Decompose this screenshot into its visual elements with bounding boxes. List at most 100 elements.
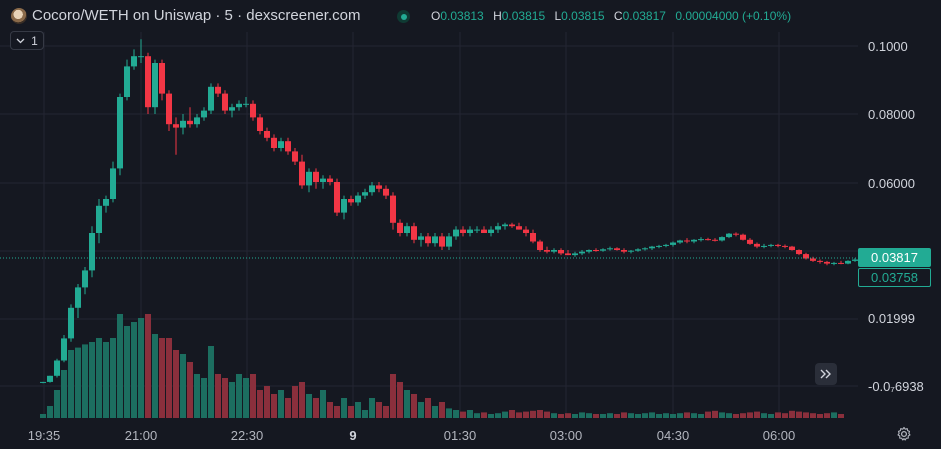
volume-bar — [250, 374, 256, 418]
double-chevron-right-icon — [820, 369, 831, 379]
gear-icon[interactable] — [896, 426, 912, 442]
candle-body — [47, 375, 53, 382]
indicator-count: 1 — [31, 33, 38, 48]
volume-bar — [418, 402, 424, 418]
time-axis-label: 04:30 — [657, 428, 690, 443]
candle-body — [89, 233, 95, 271]
candle-body — [775, 244, 781, 246]
volume-bar — [222, 378, 228, 418]
candle-body — [138, 56, 144, 58]
volume-bar — [376, 402, 382, 418]
candle-body — [117, 97, 123, 169]
volume-bar — [257, 390, 263, 418]
candle-body — [397, 222, 403, 233]
volume-bar — [775, 412, 781, 418]
volume-bar — [740, 413, 746, 418]
candle-body — [292, 151, 298, 162]
candle-body — [299, 161, 305, 186]
volume-bar — [61, 370, 67, 418]
time-axis: 19:35 21:00 22:30 9 01:30 03:00 04:30 06:00 — [28, 428, 796, 443]
candle-body — [789, 246, 795, 250]
collapse-indicators-button[interactable]: 1 — [10, 31, 44, 50]
volume-bar — [75, 347, 81, 418]
candle-body — [831, 262, 837, 264]
volume-bar — [586, 413, 592, 418]
volume-bar — [635, 414, 641, 418]
time-axis-label: 01:30 — [444, 428, 477, 443]
volume-bar — [306, 394, 312, 418]
volume-bar — [523, 411, 529, 418]
price-axis-label: 0.08000 — [868, 107, 915, 122]
volume-bar — [460, 411, 466, 418]
ohlc-change: 0.00004000 (+0.10%) — [675, 9, 792, 23]
volume-bar — [54, 390, 60, 418]
candle-body — [747, 239, 753, 244]
volume-bar — [362, 410, 368, 418]
candle-body — [495, 226, 501, 230]
candle-body — [670, 242, 676, 245]
volume-bar — [264, 386, 270, 418]
price-axis-label: -0.0₇6938 — [868, 379, 924, 394]
candle-body — [285, 141, 291, 152]
volume-bar — [628, 413, 634, 418]
volume-bar — [712, 410, 718, 418]
volume-bar — [229, 382, 235, 418]
volume-bar — [600, 414, 606, 418]
candle-body — [453, 229, 459, 237]
volume-bar — [96, 338, 102, 418]
candle-body — [264, 131, 270, 138]
candle-body — [180, 120, 186, 128]
candle-body — [243, 103, 249, 105]
candle-body — [698, 239, 704, 241]
candle-body — [96, 205, 102, 233]
time-axis-label: 22:30 — [231, 428, 264, 443]
ohlc-open-value: 0.03813 — [440, 9, 484, 23]
last-price-tag: 0.03817 — [858, 248, 931, 267]
scroll-to-realtime-button[interactable] — [815, 363, 837, 385]
volume-bar — [124, 326, 130, 418]
candle-body — [530, 233, 536, 242]
candle-body — [621, 250, 627, 252]
volume-bar — [201, 378, 207, 418]
volume-bar — [670, 414, 676, 418]
volume-bar — [390, 374, 396, 418]
volume-bar — [824, 413, 830, 418]
candle-body — [348, 199, 354, 203]
volume-bar — [278, 390, 284, 418]
volume-bar — [208, 346, 214, 418]
volume-bar — [131, 322, 137, 418]
candle-body — [754, 243, 760, 247]
candle-body — [376, 185, 382, 189]
candle-body — [40, 381, 46, 383]
candle-body — [131, 56, 137, 67]
volume-bar — [516, 412, 522, 418]
candle-body — [628, 250, 634, 252]
volume-bar — [82, 344, 88, 418]
candle-body — [390, 195, 396, 223]
candle-body — [75, 287, 81, 308]
volume-bar — [334, 406, 340, 418]
candle-body — [362, 192, 368, 196]
candle-body — [600, 249, 606, 251]
volume-bar — [215, 374, 221, 418]
time-axis-label: 03:00 — [550, 428, 583, 443]
volume-bar — [817, 414, 823, 418]
candle-body — [110, 168, 116, 199]
candle-body — [691, 239, 697, 242]
candle-body — [257, 117, 263, 131]
candle-body — [852, 259, 858, 261]
candle-body — [404, 226, 410, 233]
volume-bar — [698, 414, 704, 418]
candle-body — [726, 233, 732, 238]
volume-bar — [117, 314, 123, 418]
candle-body — [320, 178, 326, 182]
candle-body — [845, 260, 851, 264]
volume-bar — [327, 402, 333, 418]
candle-body — [642, 248, 648, 250]
candle-body — [446, 236, 452, 247]
chart-header: Cocoro/WETH on Uniswap · 5 · dexscreener… — [0, 0, 941, 32]
volume-bar — [68, 350, 74, 418]
volume-bar — [656, 414, 662, 418]
candle-body — [810, 258, 816, 261]
